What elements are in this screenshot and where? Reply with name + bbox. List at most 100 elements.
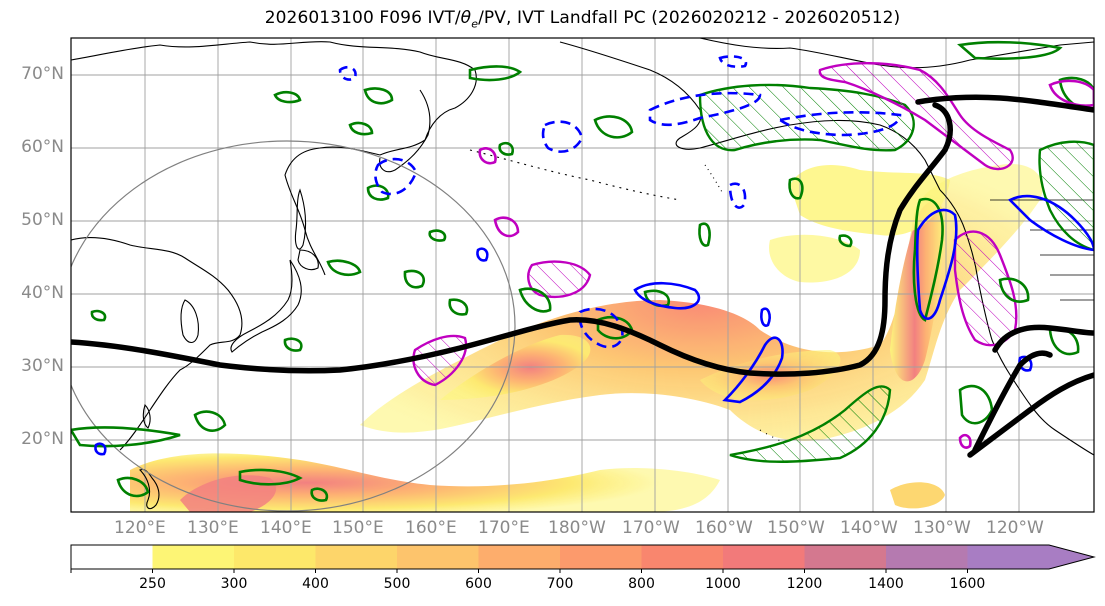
pv-blue-solid [476, 247, 489, 262]
colorbar-segment [152, 545, 235, 569]
pv-blue-contours [94, 55, 1094, 456]
chart-title: 2026013100 F096 IVT/θe/PV, IVT Landfall … [0, 8, 1105, 30]
theta-contour [193, 410, 227, 433]
pv-blue-solid [1007, 194, 1094, 252]
ivt-south-core [180, 475, 277, 512]
theta-contour [116, 476, 150, 498]
ivt-gulf [769, 234, 860, 283]
lon-label-160e: 160°E [405, 518, 457, 538]
title-prefix: 2026013100 F096 IVT/ [264, 8, 461, 28]
lon-label-150e: 150°E [332, 518, 384, 538]
pv-magenta [1048, 79, 1094, 107]
lat-label-20n: 20°N [21, 429, 64, 449]
theta-contour [498, 141, 514, 156]
theta-contour [698, 222, 711, 247]
pv-blue-dashed [374, 157, 418, 196]
colorbar-tick-label: 300 [220, 576, 248, 592]
colorbar-tick-label: 400 [302, 576, 329, 592]
pc-line-north [915, 94, 1094, 113]
lon-label-120w: 120°W [986, 518, 1044, 538]
theta-contour [238, 468, 303, 486]
theta-contour [518, 287, 552, 313]
title-theta-sub: e [471, 17, 479, 31]
colorbar-tick-label: 500 [383, 576, 411, 592]
pv-blue-dashed [776, 110, 902, 137]
theta-contour [593, 115, 634, 139]
pv-blue-solid [915, 208, 958, 320]
colorbar-segment [478, 545, 561, 569]
coast-japan [230, 259, 302, 353]
colorbar-tick-label: 1200 [786, 576, 823, 592]
search-radius-circle [71, 140, 516, 512]
title-suffix: /PV, IVT Landfall PC (2026020212 - 20260… [478, 8, 901, 28]
lat-label-30n: 30°N [21, 356, 64, 376]
theta-contour [273, 90, 302, 104]
ivt-landfall-pc [71, 94, 1094, 458]
colorbar-segment [315, 545, 398, 569]
theta-contour [468, 65, 523, 82]
pv-hatched [412, 62, 1018, 387]
theta-contour [403, 269, 426, 289]
colorbar-segment [804, 545, 887, 569]
pv-blue-dashed [648, 91, 762, 127]
lat-label-40n: 40°N [21, 283, 64, 303]
theta-contour [838, 234, 853, 248]
lon-label-170e: 170°E [478, 518, 530, 538]
colorbar-tick-label: 1000 [705, 576, 741, 592]
pc-line-east [992, 324, 1094, 353]
pv-hatch-north [818, 62, 1014, 171]
theta-contour [310, 487, 329, 502]
lon-label-170w: 170°W [622, 518, 680, 538]
theta-contour [958, 384, 994, 425]
coast-korea [180, 299, 199, 344]
ivt-north [790, 165, 950, 236]
colorbar-segment [641, 545, 724, 569]
lon-label-120e: 120°E [114, 518, 166, 538]
theta-contour [998, 277, 1030, 303]
theta-contour [957, 40, 1063, 60]
colorbar-tick-label: 600 [465, 576, 492, 592]
colorbar-segment [71, 545, 153, 569]
pv-hatch-mid [527, 260, 592, 298]
pv-blue-dashed [718, 55, 748, 69]
theta-contour [326, 259, 362, 276]
lat-label-50n: 50°N [21, 210, 64, 230]
colorbar-tick-label: 800 [628, 576, 655, 592]
lon-label-150w: 150°W [767, 518, 825, 538]
coast-asia-east [71, 236, 243, 451]
coast-taiwan [142, 403, 151, 429]
theta-contour [348, 121, 374, 136]
colorbar-tick-label: 1400 [868, 576, 904, 592]
theta-hatch-canada [1038, 140, 1094, 252]
ivt-se-patch [890, 482, 945, 509]
colorbar-outline [70, 544, 1096, 570]
theta-contour [71, 426, 181, 448]
lon-label-180w: 180°W [548, 518, 606, 538]
pc-line-main [71, 102, 953, 377]
theta-contour [1058, 76, 1094, 112]
pv-magenta [478, 147, 497, 165]
colorbar-segment [397, 545, 479, 569]
lon-label-140e: 140°E [260, 518, 312, 538]
lat-label-70n: 70°N [21, 64, 64, 84]
coast-alaska [559, 41, 941, 191]
pv-blue-solid [760, 307, 771, 327]
coast-asia-north [71, 41, 477, 156]
pv-magenta-contours [478, 79, 1094, 449]
map-frame [70, 37, 1095, 513]
colorbar-segment [234, 545, 316, 569]
theta-contour [788, 177, 804, 200]
colorbar-segment [560, 545, 642, 569]
lon-label-130e: 130°E [187, 518, 239, 538]
pc-line-south [967, 372, 1094, 458]
colorbar-tick-label: 700 [546, 576, 574, 592]
theta-contour [643, 289, 671, 308]
lon-label-140w: 140°W [840, 518, 898, 538]
coast-sakhalin [294, 188, 307, 250]
coast-kamchatka [379, 89, 431, 173]
theta-contour [90, 309, 107, 322]
colorbar-segment [723, 545, 805, 569]
theta-hatch-hawaii [729, 385, 892, 463]
colorbar-segment [886, 545, 968, 569]
